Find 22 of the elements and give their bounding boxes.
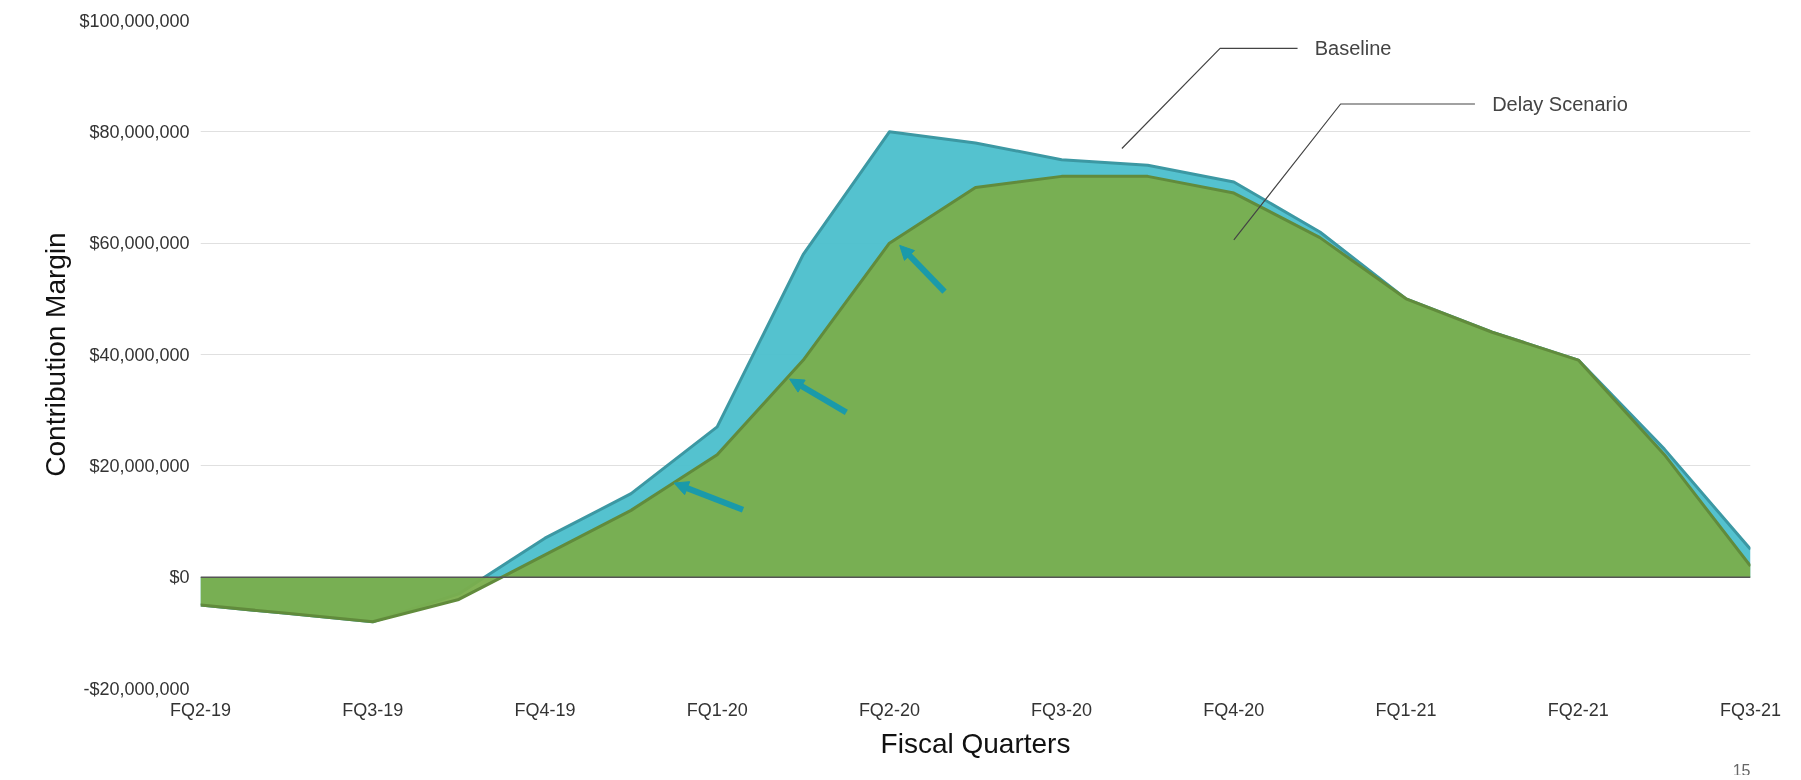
text: 15 bbox=[1732, 761, 1751, 779]
x-tick-label: FQ3-21 bbox=[1719, 699, 1782, 720]
y-tick-label: $20,000,000 bbox=[89, 455, 190, 476]
y-tick-label: $60,000,000 bbox=[89, 233, 190, 254]
x-tick-label: FQ2-21 bbox=[1547, 699, 1609, 720]
x-axis-title: Fiscal Quarters bbox=[880, 727, 1071, 759]
x-tick-label: FQ2-19 bbox=[169, 699, 232, 720]
text: Delay Scenario bbox=[1492, 93, 1628, 115]
y-axis-title: Contribution Margin bbox=[40, 232, 72, 477]
x-tick-label: FQ2-20 bbox=[858, 699, 920, 720]
x-tick-label: FQ3-19 bbox=[342, 699, 404, 720]
x-tick-label: FQ1-20 bbox=[686, 699, 748, 720]
y-tick-label: -$20,000,000 bbox=[83, 678, 190, 699]
y-tick-label: $80,000,000 bbox=[89, 121, 190, 142]
x-tick-label: FQ4-20 bbox=[1203, 699, 1265, 720]
y-tick-label: $100,000,000 bbox=[79, 10, 190, 31]
x-tick-label: FQ1-21 bbox=[1375, 699, 1437, 720]
x-tick-label: FQ3-20 bbox=[1031, 699, 1093, 720]
y-tick-label: $40,000,000 bbox=[89, 344, 190, 365]
text: Baseline bbox=[1314, 37, 1392, 60]
x-tick-label: FQ4-19 bbox=[514, 699, 576, 720]
y-tick-label: $0 bbox=[169, 567, 190, 588]
